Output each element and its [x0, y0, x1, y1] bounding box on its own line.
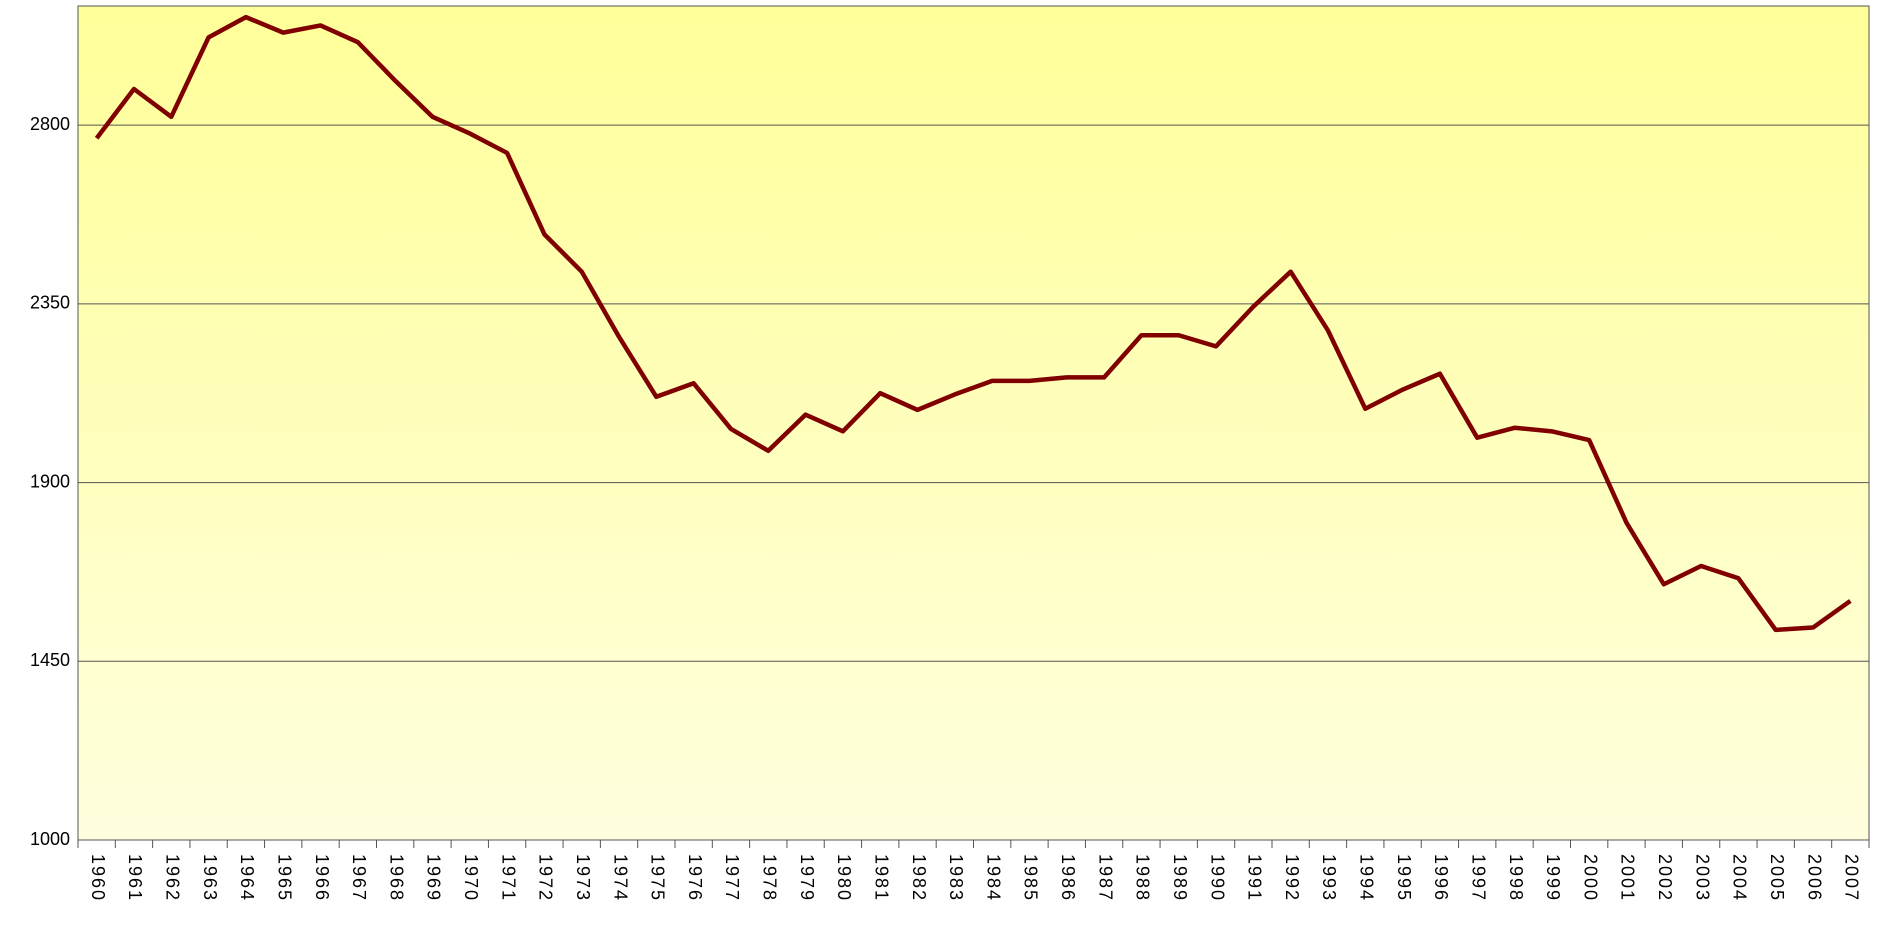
- x-tick-label: 1971: [498, 854, 518, 902]
- x-tick-label: 1999: [1543, 854, 1563, 902]
- x-tick-label: 1985: [1021, 854, 1041, 902]
- x-tick-label: 1984: [983, 854, 1003, 902]
- x-tick-label: 1975: [648, 854, 668, 902]
- x-tick-label: 1993: [1319, 854, 1339, 902]
- x-tick-label: 1978: [760, 854, 780, 902]
- x-tick-label: 1989: [1170, 854, 1190, 902]
- x-tick-label: 1991: [1245, 854, 1265, 902]
- x-tick-label: 1969: [424, 854, 444, 902]
- x-tick-label: 2005: [1767, 854, 1787, 902]
- x-tick-label: 1988: [1133, 854, 1153, 902]
- x-tick-label: 2001: [1618, 854, 1638, 902]
- x-tick-label: 1995: [1394, 854, 1414, 902]
- plot-area: [77, 5, 1870, 841]
- x-tick-label: 1990: [1207, 854, 1227, 902]
- x-tick-label: 1962: [163, 854, 183, 902]
- x-tick-label: 1960: [88, 854, 108, 902]
- x-tick-label: 1967: [349, 854, 369, 902]
- y-tick-label: 1900: [30, 471, 70, 491]
- x-tick-label: 1980: [834, 854, 854, 902]
- x-tick-label: 1964: [237, 854, 257, 902]
- x-tick-label: 1966: [312, 854, 332, 902]
- y-tick-label: 1000: [30, 829, 70, 849]
- x-tick-label: 1986: [1058, 854, 1078, 902]
- x-tick-label: 2004: [1730, 854, 1750, 902]
- y-tick-label: 2800: [30, 114, 70, 134]
- x-tick-label: 1981: [871, 854, 891, 902]
- data-line: [94, 14, 1852, 633]
- x-tick-label: 1987: [1095, 854, 1115, 902]
- x-tick-label: 1996: [1431, 854, 1451, 902]
- x-tick-label: 1983: [946, 854, 966, 902]
- x-tick-label: 1997: [1468, 854, 1488, 902]
- x-tick-label: 1963: [200, 854, 220, 902]
- x-tick-label: 1979: [797, 854, 817, 902]
- x-tick-label: 1973: [573, 854, 593, 902]
- x-tick-label: 1977: [722, 854, 742, 902]
- x-tick-label: 1965: [274, 854, 294, 902]
- x-tick-label: 2003: [1692, 854, 1712, 902]
- x-tick-label: 1974: [610, 854, 630, 902]
- x-tick-label: 2006: [1804, 854, 1824, 902]
- x-tick-label: 1961: [125, 854, 145, 902]
- x-tick-label: 2002: [1655, 854, 1675, 902]
- x-tick-label: 1972: [536, 854, 556, 902]
- y-tick-label: 2350: [30, 293, 70, 313]
- x-tick-label: 2000: [1580, 854, 1600, 902]
- x-tick-label: 1992: [1282, 854, 1302, 902]
- y-tick-label: 1450: [30, 650, 70, 670]
- x-tick-label: 1982: [909, 854, 929, 902]
- x-tick-label: 1970: [461, 854, 481, 902]
- x-tick-label: 1994: [1357, 854, 1377, 902]
- x-tick-label: 1976: [685, 854, 705, 902]
- x-tick-label: 1998: [1506, 854, 1526, 902]
- x-tick-label: 2007: [1842, 854, 1862, 902]
- x-tick-label: 1968: [386, 854, 406, 902]
